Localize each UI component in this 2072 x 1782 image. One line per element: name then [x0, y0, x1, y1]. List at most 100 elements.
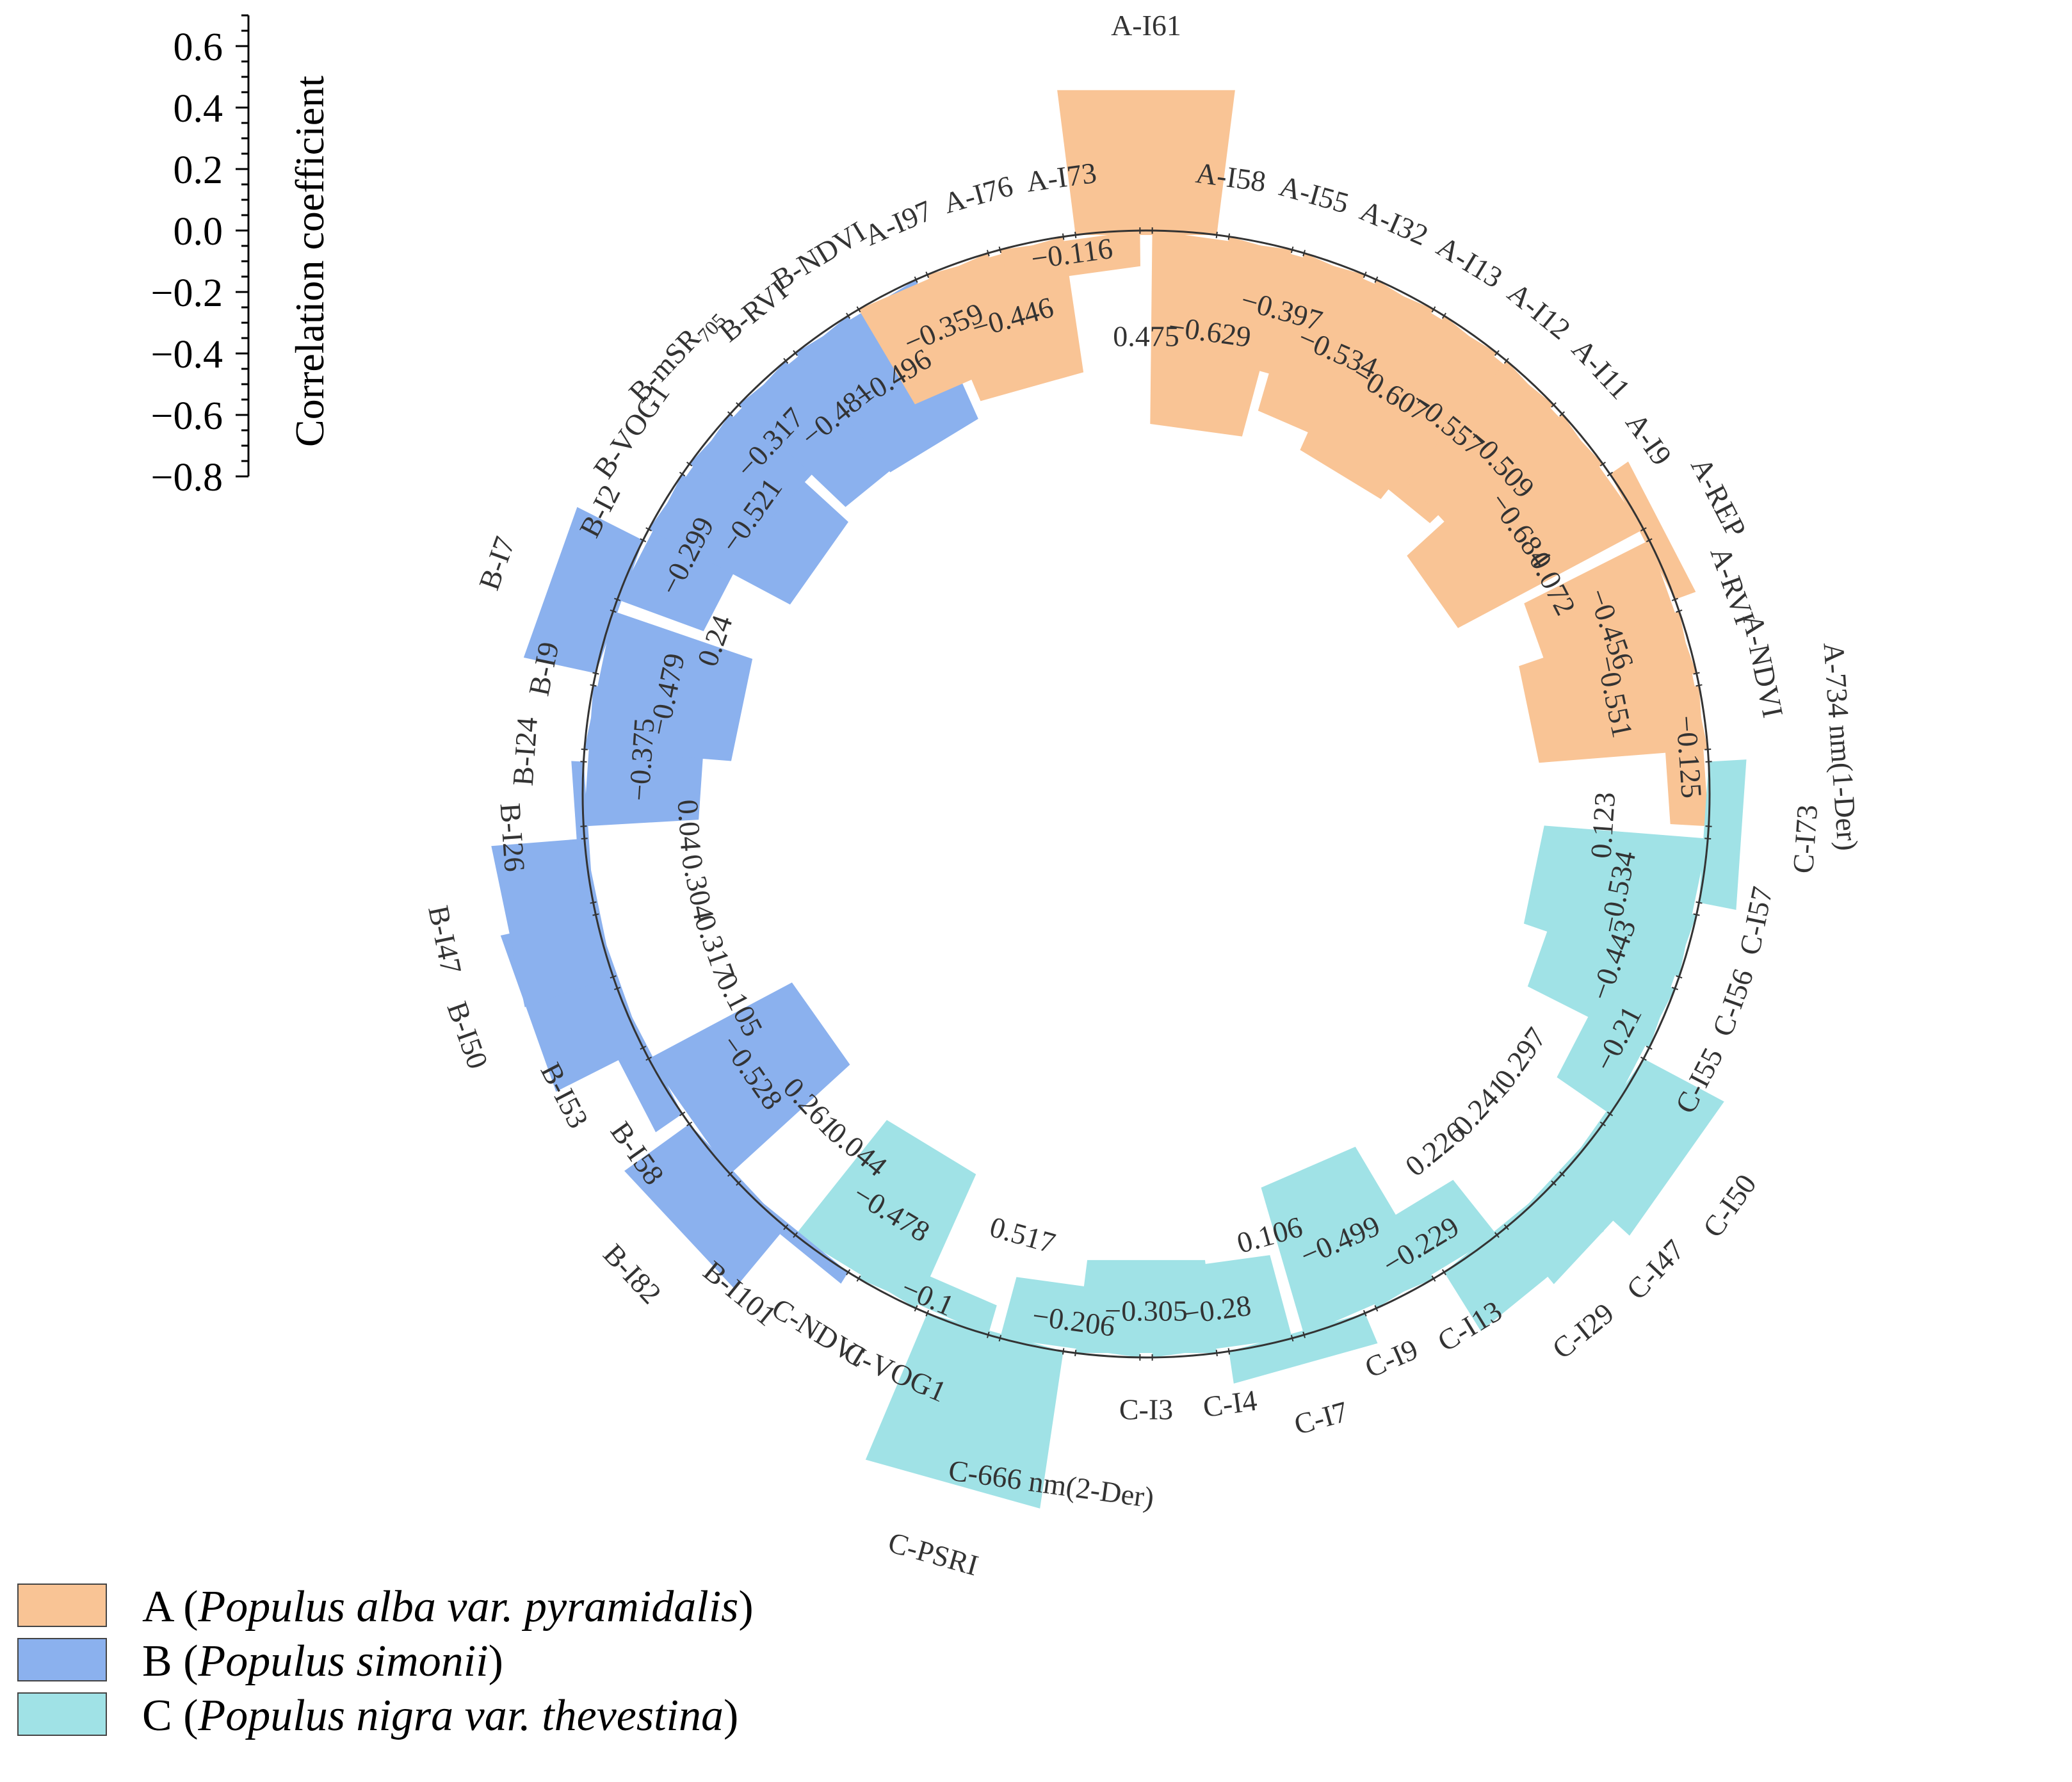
ring-tick — [1074, 231, 1077, 239]
ring-tick — [1062, 1348, 1065, 1355]
bar-b-i9 — [584, 611, 753, 761]
ring-tick — [1704, 748, 1712, 750]
ring-tick — [846, 312, 851, 319]
category-label-b-i47: B-I47 — [422, 903, 468, 976]
ring-tick — [1676, 975, 1683, 979]
category-label-a-i55: A-I55 — [1276, 169, 1353, 220]
bar-c-i9 — [1261, 1146, 1434, 1335]
bar-a-734-nm-1-der — [1661, 685, 1709, 827]
ring-tick — [640, 538, 647, 542]
ring-tick — [925, 1309, 930, 1316]
ring-tick — [592, 672, 599, 675]
category-label-c-666-nm-2-der: C-666 nm(2-Der) — [946, 1454, 1156, 1514]
ring-tick — [1705, 761, 1712, 763]
ring-tick — [1671, 597, 1678, 601]
ring-tick — [1696, 684, 1703, 687]
bar-b-i7 — [523, 506, 643, 674]
y-axis-title: Correlation coefficient — [287, 76, 332, 447]
ring-tick — [856, 1276, 861, 1282]
category-label-a-i11: A-I11 — [1566, 332, 1637, 405]
category-label-b-i24: B-I24 — [506, 716, 544, 787]
y-tick-label: −0.4 — [151, 333, 223, 377]
ring-tick — [1374, 276, 1379, 283]
ring-tick — [1599, 461, 1606, 467]
bar-c-i29 — [1444, 1183, 1605, 1331]
ring-tick — [686, 1121, 693, 1127]
category-label-a-i32: A-I32 — [1356, 194, 1433, 252]
y-tick-label: 0.4 — [174, 87, 223, 131]
category-label-a-734-nm-1-der: A-734 nm(1-Der) — [1817, 642, 1864, 852]
legend-label-b: B (Populus simonii) — [142, 1637, 503, 1686]
category-label-b-msr705: B-mSR705 — [622, 299, 731, 411]
legend: A (Populus alba var. pyramidalis) B (Popu… — [17, 1582, 754, 1740]
category-label-b-i26: B-I26 — [494, 802, 531, 873]
category-label-b-i82: B-I82 — [597, 1238, 668, 1310]
legend-swatch-b — [17, 1638, 107, 1681]
ring-tick — [846, 1269, 851, 1276]
ring-tick — [1607, 471, 1614, 477]
bar-a-i73 — [1000, 231, 1140, 284]
ring-tick — [1599, 1121, 1606, 1127]
ring-tick — [998, 1334, 1002, 1341]
category-label-c-psri: C-PSRI — [885, 1526, 982, 1582]
ring-tick — [1676, 609, 1683, 613]
y-tick-label: −0.8 — [151, 456, 223, 499]
legend-label-c: C (Populus nigra var. thevestina) — [142, 1691, 738, 1740]
ring-tick — [1494, 1232, 1500, 1238]
bar-b-i58 — [649, 982, 850, 1174]
ring-tick — [590, 901, 597, 904]
ring-tick — [783, 357, 789, 364]
ring-tick — [1494, 350, 1500, 356]
bar-c-i55 — [1557, 966, 1675, 1114]
ring-tick — [1503, 357, 1509, 364]
y-tick-label: 0.6 — [174, 26, 223, 69]
value-label-c-i3: −0.305 — [1105, 1294, 1187, 1327]
category-label-c-i56: C-I56 — [1706, 965, 1760, 1041]
bar-a-i9 — [1407, 414, 1644, 628]
y-tick-label: −0.6 — [151, 394, 223, 438]
y-tick-label: 0.0 — [174, 210, 223, 254]
category-label-a-i76: A-I76 — [940, 169, 1017, 220]
ring-tick — [1290, 247, 1294, 254]
value-label-b-i26: 0.04 — [672, 798, 708, 852]
bar-a-rep — [1610, 461, 1696, 600]
bar-c-psri — [865, 1313, 1064, 1509]
ring-tick — [1374, 1305, 1379, 1312]
category-label-a-i9: A-I9 — [1619, 407, 1678, 471]
ring-tick — [645, 527, 652, 531]
ring-tick — [986, 250, 990, 257]
value-label-c-i73: 0.123 — [1584, 791, 1621, 859]
ring-tick — [1704, 838, 1712, 840]
category-label-a-i61: A-I61 — [1111, 9, 1181, 42]
ring-tick — [1693, 672, 1700, 675]
category-label-c-i3: C-I3 — [1119, 1393, 1173, 1426]
category-label-a-rep: A-REP — [1685, 452, 1752, 542]
ring-tick — [1640, 1057, 1647, 1061]
ring-tick — [640, 1046, 647, 1050]
ring-tick — [1503, 1224, 1509, 1231]
bar-a-ndvi — [1519, 611, 1708, 763]
bar-c-i7 — [1229, 1313, 1378, 1384]
bar-b-i82 — [624, 1124, 786, 1289]
category-label-c-i57: C-I57 — [1733, 884, 1779, 957]
category-label-a-i12: A-I12 — [1501, 276, 1576, 346]
zero-ring — [581, 229, 1711, 1359]
ring-tick — [1607, 1111, 1614, 1117]
ring-tick — [1559, 1171, 1566, 1177]
ring-tick — [1559, 411, 1566, 417]
ring-tick — [1302, 250, 1306, 257]
ring-tick — [580, 761, 587, 763]
ring-tick — [581, 838, 588, 840]
ring-tick — [1705, 825, 1712, 827]
y-tick-label: −0.2 — [151, 271, 223, 315]
ring-tick — [1441, 312, 1446, 319]
ring-tick — [1074, 1349, 1077, 1357]
bar-a-i11 — [1406, 360, 1603, 556]
value-label-c-psri: 0.517 — [986, 1210, 1058, 1260]
ring-tick — [914, 276, 918, 283]
bar-c-ndvi — [795, 1120, 976, 1309]
ring-tick — [592, 913, 599, 916]
legend-label-a: A (Populus alba var. pyramidalis) — [142, 1582, 754, 1632]
bar-a-i61 — [1057, 90, 1235, 235]
ring-tick — [1431, 306, 1436, 312]
